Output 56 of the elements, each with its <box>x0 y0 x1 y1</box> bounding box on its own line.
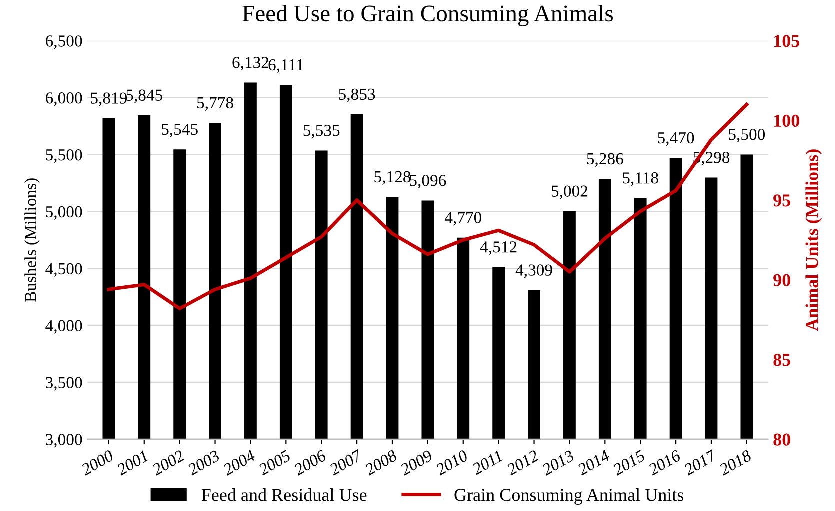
x-tick-label: 2014 <box>576 450 611 476</box>
x-tick-label: 2009 <box>399 450 434 476</box>
data-label: 4,512 <box>480 242 517 256</box>
data-label: 5,500 <box>729 129 766 143</box>
x-tick-label: 2001 <box>116 450 149 476</box>
x-tick-label: 2000 <box>80 450 115 476</box>
y2-tick-label: 90 <box>774 274 790 286</box>
x-tick-label: 2012 <box>506 450 540 476</box>
data-label: 5,545 <box>162 124 198 138</box>
data-label: 6,111 <box>268 59 304 74</box>
x-tick-label: 2010 <box>434 450 470 476</box>
x-tick-label: 2004 <box>222 450 256 476</box>
x-tick-label: 2017 <box>682 449 718 476</box>
data-label: 4,309 <box>516 264 552 278</box>
data-label: 5,778 <box>197 97 234 112</box>
y2-tick-label: 85 <box>774 354 790 366</box>
y-tick-label: 3,500 <box>46 377 82 391</box>
data-label: 5,286 <box>587 153 624 168</box>
x-tick-label: 2007 <box>328 449 364 476</box>
data-label: 5,128 <box>374 171 411 186</box>
data-label: 6,132 <box>232 57 269 71</box>
data-label: 5,853 <box>339 88 376 102</box>
chart-title: Feed Use to Grain Consuming Animals <box>242 5 614 27</box>
x-tick-label: 2015 <box>612 450 646 476</box>
y-tick-label: 5,000 <box>46 206 82 220</box>
legend-label: Feed and Residual Use <box>202 488 367 502</box>
y-tick-label: 3,000 <box>46 434 82 448</box>
legend-label: Grain Consuming Animal Units <box>454 488 684 505</box>
y-tick-label: 4,500 <box>46 263 82 277</box>
data-label: 5,535 <box>304 125 340 139</box>
x-tick-label: 2018 <box>718 450 753 476</box>
data-label: 5,819 <box>91 92 128 106</box>
data-label: 5,845 <box>126 90 162 104</box>
y-tick-label: 6,500 <box>46 36 82 50</box>
y-axis-title: Bushels (Millions) <box>24 178 40 302</box>
y-tick-label: 5,500 <box>46 149 82 164</box>
y-tick-label: 6,000 <box>46 92 82 106</box>
x-tick-label: 2003 <box>186 450 221 476</box>
data-label: 5,118 <box>623 172 658 186</box>
x-tick-label: 2008 <box>364 450 398 476</box>
data-label: 5,470 <box>658 132 694 146</box>
y2-tick-label: 95 <box>774 194 790 207</box>
x-tick-label: 2011 <box>471 450 504 476</box>
data-label: 4,770 <box>444 212 482 226</box>
y-tick-label: 4,000 <box>46 320 82 334</box>
y2-tick-label: 80 <box>774 434 790 446</box>
y2-axis-title: Animal Units (Millions) <box>806 150 822 332</box>
data-label: 5,096 <box>410 175 446 189</box>
x-tick-label: 2005 <box>258 450 292 476</box>
data-label: 5,002 <box>552 186 588 200</box>
x-tick-label: 2002 <box>151 450 186 476</box>
x-tick-label: 2013 <box>541 450 576 476</box>
y2-tick-label: 105 <box>774 35 800 48</box>
x-tick-label: 2006 <box>292 450 328 476</box>
x-tick-label: 2016 <box>647 450 682 476</box>
y2-tick-label: 100 <box>774 114 800 128</box>
